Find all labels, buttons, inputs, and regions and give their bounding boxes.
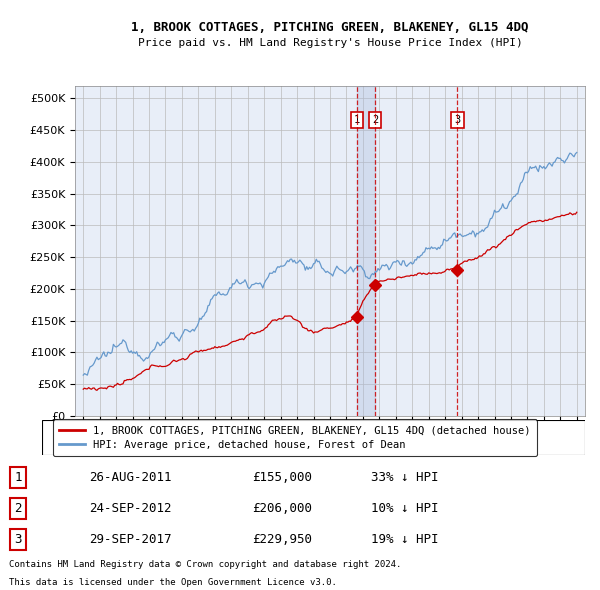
Text: £229,950: £229,950 [253, 533, 313, 546]
Text: 1: 1 [14, 471, 22, 484]
Legend: 1, BROOK COTTAGES, PITCHING GREEN, BLAKENEY, GL15 4DQ (detached house), HPI: Ave: 1, BROOK COTTAGES, PITCHING GREEN, BLAKE… [53, 419, 537, 456]
Text: Contains HM Land Registry data © Crown copyright and database right 2024.: Contains HM Land Registry data © Crown c… [9, 560, 401, 569]
Text: 3: 3 [14, 533, 22, 546]
Text: 26-AUG-2011: 26-AUG-2011 [89, 471, 172, 484]
Text: 19% ↓ HPI: 19% ↓ HPI [371, 533, 439, 546]
Bar [357, 86, 375, 416]
Text: 3: 3 [454, 115, 461, 125]
Text: Price paid vs. HM Land Registry's House Price Index (HPI): Price paid vs. HM Land Registry's House … [137, 38, 523, 48]
Text: This data is licensed under the Open Government Licence v3.0.: This data is licensed under the Open Gov… [9, 578, 337, 587]
Text: £206,000: £206,000 [253, 502, 313, 515]
Text: 10% ↓ HPI: 10% ↓ HPI [371, 502, 439, 515]
Text: 1: 1 [354, 115, 360, 125]
Text: 24-SEP-2012: 24-SEP-2012 [89, 502, 172, 515]
Text: 2: 2 [372, 115, 378, 125]
Text: 2: 2 [14, 502, 22, 515]
FancyBboxPatch shape [42, 420, 585, 455]
Text: 33% ↓ HPI: 33% ↓ HPI [371, 471, 439, 484]
Text: 1, BROOK COTTAGES, PITCHING GREEN, BLAKENEY, GL15 4DQ: 1, BROOK COTTAGES, PITCHING GREEN, BLAKE… [131, 21, 529, 34]
Text: £155,000: £155,000 [253, 471, 313, 484]
Text: 29-SEP-2017: 29-SEP-2017 [89, 533, 172, 546]
